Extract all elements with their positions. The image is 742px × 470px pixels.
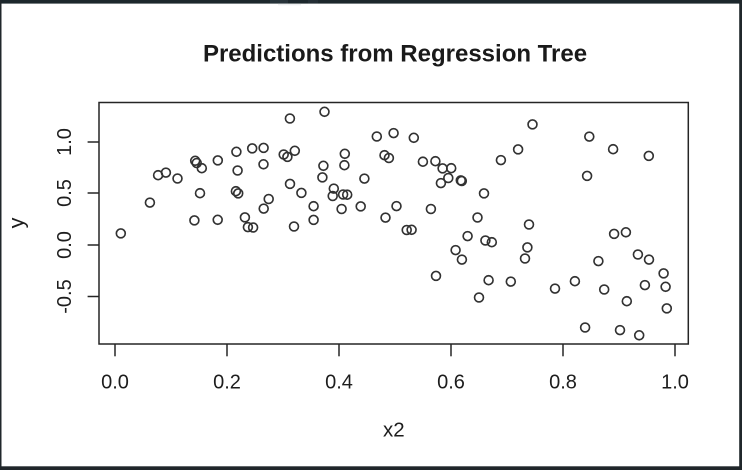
svg-text:1.0: 1.0: [661, 372, 689, 394]
svg-text:-0.5: -0.5: [54, 279, 76, 313]
svg-text:0.6: 0.6: [437, 372, 465, 394]
svg-text:x2: x2: [383, 418, 405, 441]
svg-text:0.2: 0.2: [213, 372, 241, 394]
svg-text:0.5: 0.5: [54, 179, 76, 207]
svg-text:y: y: [5, 217, 29, 228]
svg-text:0.0: 0.0: [54, 231, 76, 259]
svg-text:1.0: 1.0: [54, 128, 76, 156]
svg-text:0.8: 0.8: [549, 372, 577, 394]
svg-text:0.4: 0.4: [325, 372, 353, 394]
svg-text:Predictions from Regression Tr: Predictions from Regression Tree: [203, 41, 587, 68]
svg-text:0.0: 0.0: [101, 372, 129, 394]
